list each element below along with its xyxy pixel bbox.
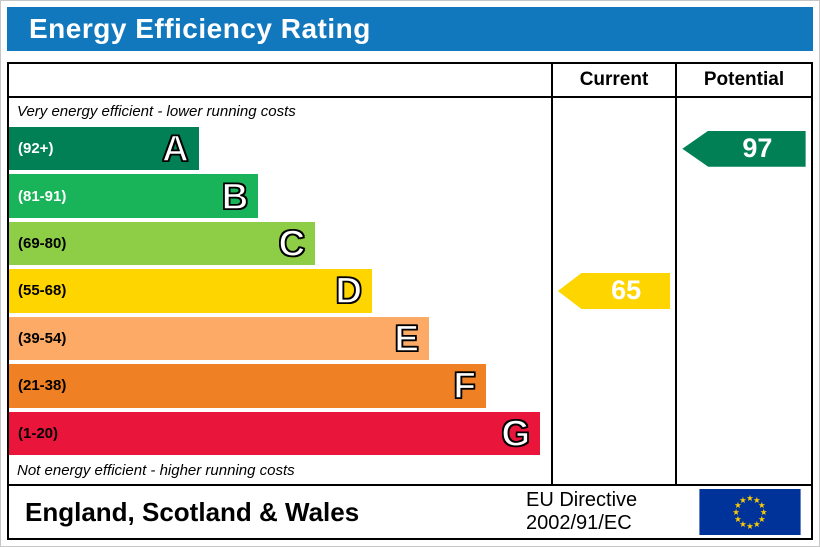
band-bar: (39-54) E [9,316,430,361]
svg-text:★: ★ [739,495,747,505]
page-title: Energy Efficiency Rating [29,13,371,44]
title-bar: Energy Efficiency Rating [7,7,813,51]
band-letter: B [221,175,249,217]
region-label: England, Scotland & Wales [25,496,360,527]
band-row: (21-38) F [9,362,551,409]
band-bar: (92+) A [9,127,199,171]
table-footer: England, Scotland & Wales EU Directive 2… [9,484,811,538]
eu-flag-icon: ★ ★ ★ ★ ★ ★ ★ ★ ★ ★ ★ ★ [699,489,801,535]
rating-table: Current Potential Very energy efficient … [7,62,813,540]
band-bar: (55-68) D [9,269,373,313]
potential-column-header: Potential [675,64,811,96]
band-bar: (69-80) C [9,221,316,266]
svg-text:★: ★ [758,500,766,510]
current-column: 65 [551,98,675,484]
band-range-label: (81-91) [18,187,67,205]
current-rating-value: 65 [611,275,642,306]
band-bar: (21-38) F [9,364,486,408]
band-row: (39-54) E [9,315,551,362]
band-row: (55-68) D [9,267,551,314]
svg-text:★: ★ [753,519,761,529]
band-letter: D [335,270,363,312]
svg-text:★: ★ [734,514,742,524]
table-header: Current Potential [9,64,811,98]
eu-directive-line2: 2002/91/EC [526,512,632,534]
band-range-label: (1-20) [18,424,59,442]
band-row: (69-80) C [9,220,551,267]
table-body: Very energy efficient - lower running co… [9,98,811,484]
current-column-header: Current [551,64,675,96]
potential-rating-arrow: 97 [682,130,806,167]
bands-column: Very energy efficient - lower running co… [9,98,551,484]
svg-text:★: ★ [746,493,754,503]
band-letter: E [394,317,420,359]
band-range-label: (92+) [18,140,54,158]
band-range-label: (21-38) [18,377,67,395]
svg-text:★: ★ [758,514,766,524]
top-note: Very energy efficient - lower running co… [17,103,296,120]
potential-column: 97 [675,98,811,484]
band-letter: G [501,412,531,454]
band-row: (92+) A [9,125,551,172]
eu-directive-line1: EU Directive [526,489,638,511]
svg-text:★: ★ [734,500,742,510]
band-range-label: (39-54) [18,329,67,347]
band-bar: (1-20) G [9,411,541,455]
bottom-note: Not energy efficient - higher running co… [17,461,295,479]
current-rating-arrow: 65 [557,272,671,309]
band-row: (81-91) B [9,172,551,219]
band-letter: C [278,223,306,265]
band-range-label: (69-80) [18,235,67,253]
band-row: (1-20) G [9,410,551,457]
band-bar: (81-91) B [9,174,259,218]
svg-text:★: ★ [746,521,754,531]
header-spacer [9,64,551,96]
svg-text:★: ★ [753,495,761,505]
band-range-label: (55-68) [18,282,67,300]
svg-text:★: ★ [739,519,747,529]
svg-text:★: ★ [732,507,740,517]
band-letter: F [453,365,477,407]
potential-rating-value: 97 [742,133,773,164]
eu-directive-text: EU Directive 2002/91/EC [526,489,694,535]
band-letter: A [161,128,189,170]
svg-text:★: ★ [760,507,768,517]
